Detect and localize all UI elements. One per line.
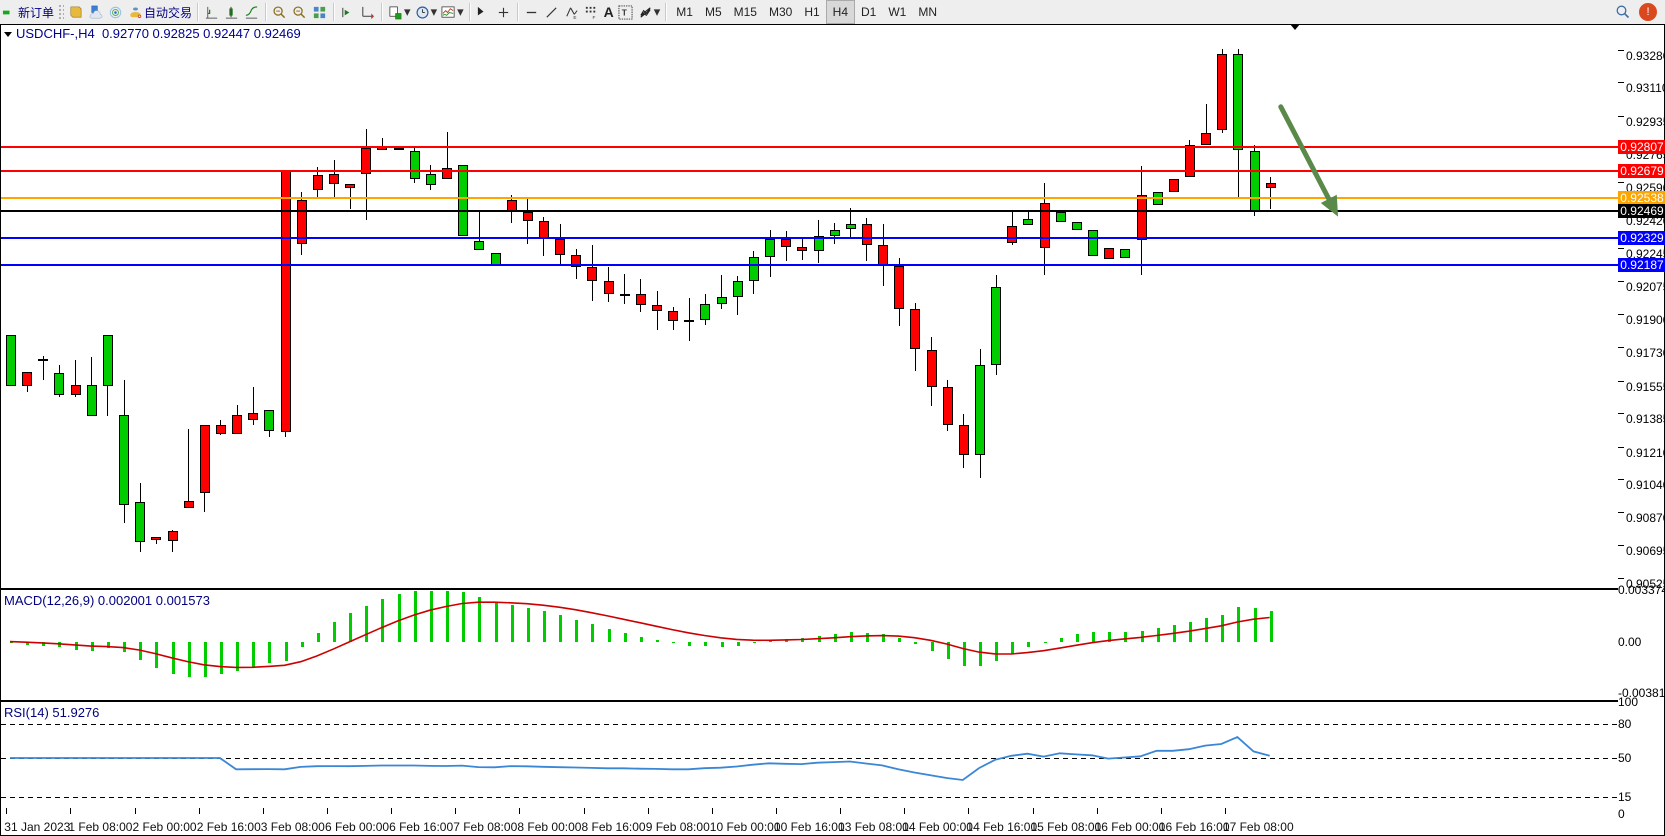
svg-text:E: E	[573, 15, 576, 20]
svg-text:T: T	[622, 7, 628, 17]
svg-text:F: F	[592, 15, 595, 20]
